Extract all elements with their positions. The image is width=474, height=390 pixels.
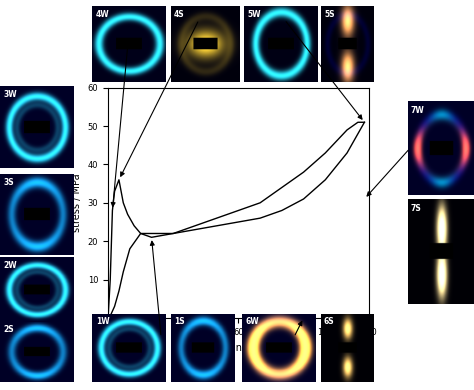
Text: 3S: 3S bbox=[4, 178, 14, 187]
Text: 5W: 5W bbox=[248, 10, 261, 19]
Text: 1W: 1W bbox=[96, 317, 109, 326]
Text: 4S: 4S bbox=[174, 10, 185, 19]
Text: 1S: 1S bbox=[174, 317, 184, 326]
X-axis label: strain (%): strain (%) bbox=[214, 342, 263, 352]
Text: 4W: 4W bbox=[96, 10, 109, 19]
Text: 2W: 2W bbox=[4, 261, 17, 269]
Text: 6S: 6S bbox=[324, 317, 335, 326]
Text: 7W: 7W bbox=[411, 106, 425, 115]
Text: 7S: 7S bbox=[411, 204, 422, 213]
Y-axis label: stress / MPa: stress / MPa bbox=[72, 174, 82, 232]
Text: 6W: 6W bbox=[246, 317, 259, 326]
Text: 3W: 3W bbox=[4, 90, 17, 99]
Text: 2S: 2S bbox=[4, 325, 14, 334]
Text: 5S: 5S bbox=[324, 10, 335, 19]
